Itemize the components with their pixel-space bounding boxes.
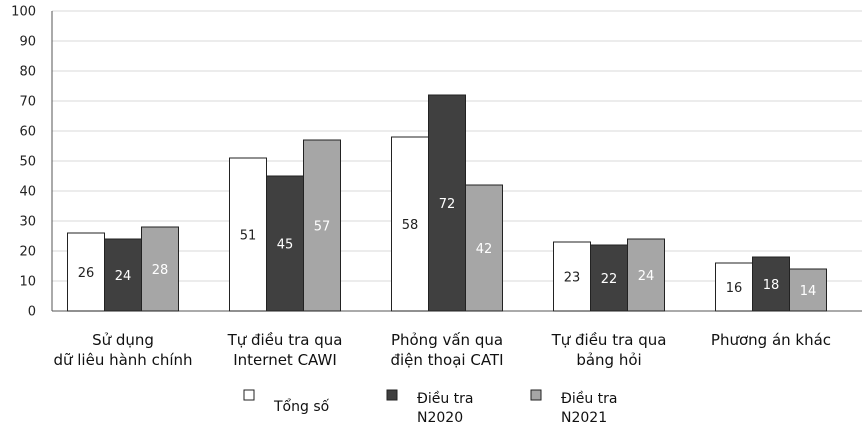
legend: Tổng số Điều tra N2020 Điều tra N2021 bbox=[243, 389, 618, 426]
category-label: Phương án khác bbox=[711, 331, 831, 349]
y-tick-label: 0 bbox=[28, 305, 36, 320]
legend-swatch bbox=[386, 389, 398, 401]
category-label: Phỏng vấn qua điện thoại CATI bbox=[390, 331, 503, 369]
legend-label: Tổng số bbox=[273, 398, 330, 415]
data-label: 45 bbox=[277, 238, 294, 253]
legend-swatch bbox=[243, 389, 255, 401]
bar bbox=[715, 262, 753, 312]
bar bbox=[391, 136, 429, 312]
y-tick-label: 60 bbox=[19, 125, 36, 140]
data-label: 22 bbox=[601, 272, 618, 287]
data-label: 72 bbox=[439, 197, 456, 212]
y-tick-label: 100 bbox=[11, 5, 36, 20]
legend-label: Điều tra N2021 bbox=[561, 390, 618, 426]
bar bbox=[465, 184, 503, 312]
y-tick-label: 70 bbox=[19, 95, 36, 110]
legend-label: Điều tra N2020 bbox=[417, 390, 474, 426]
y-tick-label: 80 bbox=[19, 65, 36, 80]
data-label: 42 bbox=[476, 242, 493, 257]
data-label: 24 bbox=[638, 269, 655, 284]
bars bbox=[67, 94, 827, 312]
bar bbox=[428, 94, 466, 312]
category-label: Tự điều tra qua bảng hỏi bbox=[551, 331, 667, 369]
data-label: 51 bbox=[240, 229, 257, 244]
y-tick-label: 20 bbox=[19, 245, 36, 260]
data-label: 26 bbox=[78, 266, 95, 281]
bar bbox=[590, 244, 628, 312]
data-label: 24 bbox=[115, 269, 132, 284]
data-label: 57 bbox=[314, 220, 331, 235]
bar bbox=[229, 157, 267, 312]
bar bbox=[141, 226, 179, 312]
bar bbox=[266, 175, 304, 312]
bar bbox=[104, 238, 142, 312]
data-labels: 26 24 28 51 45 57 58 72 42 23 22 24 16 18 14 bbox=[78, 197, 817, 299]
data-label: 58 bbox=[402, 218, 419, 233]
category-label: Sử dụng dữ liêu hành chính bbox=[53, 331, 192, 369]
data-label: 28 bbox=[152, 263, 169, 278]
y-tick-label: 90 bbox=[19, 35, 36, 50]
legend-swatch bbox=[530, 389, 542, 401]
bar bbox=[303, 139, 341, 312]
data-label: 16 bbox=[726, 281, 743, 296]
y-tick-label: 40 bbox=[19, 185, 36, 200]
bar bbox=[627, 238, 665, 312]
y-tick-label: 50 bbox=[19, 155, 36, 170]
category-labels: Sử dụng dữ liêu hành chính Tự điều tra qua… bbox=[53, 331, 831, 369]
y-tick-label: 30 bbox=[19, 215, 36, 230]
data-label: 14 bbox=[800, 284, 817, 299]
bar bbox=[553, 241, 591, 312]
category-label: Tự điều tra qua Internet CAWI bbox=[227, 331, 343, 369]
data-label: 23 bbox=[564, 271, 581, 286]
bar bbox=[789, 268, 827, 312]
data-label: 18 bbox=[763, 278, 780, 293]
y-tick-label: 10 bbox=[19, 275, 36, 290]
